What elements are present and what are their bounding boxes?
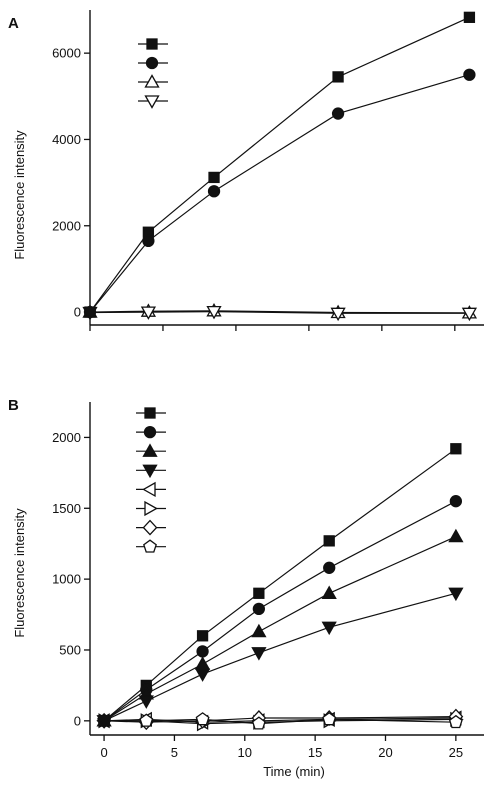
- panel-a-series-2-line: [89, 74, 470, 313]
- panel-b-series-1-point: [450, 443, 462, 455]
- panel-b-series-1-point: [196, 630, 209, 642]
- panel-b-series-1-point: [253, 587, 265, 599]
- panel-a-legend-marker-2: [145, 56, 159, 70]
- panel-b-series-3-line: [103, 536, 457, 722]
- panel-b-series-4-point: [194, 668, 211, 682]
- panel-b-legend-marker-7: [142, 519, 158, 536]
- panel-a-series-1-point: [463, 11, 476, 23]
- panel-b-series-3-point: [321, 585, 337, 599]
- panel-a-y-tick-label: 6000: [52, 46, 81, 61]
- panel-a-y-axis-title: Fluorescence intensity: [12, 130, 27, 260]
- panel-b-series-8-point: [139, 713, 154, 727]
- panel-a-series-4-point: [461, 307, 478, 322]
- panel-b-series-2-point: [252, 602, 266, 616]
- panel-b-x-axis-title: Time (min): [263, 764, 325, 779]
- panel-b-x-tick-label: 0: [100, 745, 107, 760]
- panel-a-series-1-point: [332, 71, 344, 83]
- panel-a-series-1-point: [208, 171, 220, 184]
- panel-a-legend-marker-1: [146, 38, 158, 50]
- panel-a-y-tick-label: 0: [74, 305, 81, 320]
- panel-b-series-3-point: [448, 528, 464, 543]
- panel-b-y-axis-title: Fluorescence intensity: [12, 508, 27, 638]
- panel-b-series-2-point: [323, 561, 336, 574]
- panel-b-legend-marker-2: [143, 425, 157, 439]
- panel-a-y-tick-label: 2000: [52, 218, 81, 233]
- panel-a-series-2-point: [142, 234, 155, 248]
- panel-b-series-2-point: [449, 495, 463, 508]
- panel-b-series-2-point: [196, 645, 209, 658]
- panel-b-legend-marker-4: [142, 464, 158, 479]
- panel-b-series-3-point: [251, 623, 267, 638]
- panel-b-x-tick-label: 5: [171, 745, 178, 760]
- panel-b-series-8-point: [448, 714, 463, 729]
- panel-b-y-tick-label: 1500: [52, 501, 81, 516]
- panel-b-x-tick-label: 15: [308, 745, 322, 760]
- panel-b-series-1-line: [103, 448, 457, 722]
- panel-a-series-4-point: [140, 306, 157, 320]
- panel-b-legend-marker-3: [142, 443, 158, 457]
- panel-b-series-4-point: [96, 715, 112, 729]
- panel-a-series-4-point: [206, 305, 222, 320]
- panel-a-series-2-point: [331, 107, 345, 120]
- panel-b-x-tick-label: 25: [449, 745, 463, 760]
- panel-b-x-tick-label: 20: [378, 745, 392, 760]
- panel-b-series-4-point: [448, 587, 464, 602]
- panel-b-legend-marker-5: [142, 481, 156, 498]
- panel-b-y-tick-label: 2000: [52, 430, 81, 445]
- panel-b-legend-marker-6: [144, 500, 158, 517]
- panel-b-series-2-line: [103, 500, 457, 722]
- panel-b-series-4-point: [138, 695, 154, 709]
- panel-a-series-4-point: [330, 307, 346, 322]
- panel-b-series-3-point: [194, 656, 211, 670]
- panel-b-series-8-point: [195, 712, 210, 726]
- panel-a-series-2-point: [207, 185, 221, 198]
- panel-b-legend-marker-1: [144, 407, 156, 419]
- panel-b-y-tick-label: 1000: [52, 572, 81, 587]
- panel-b-letter: B: [8, 397, 19, 414]
- panel-a-y-tick-label: 4000: [52, 132, 81, 147]
- panel-b-y-tick-label: 500: [59, 642, 81, 657]
- panel-a-chart: A Fluorescence intensity 0 2000 4000 6000: [8, 10, 484, 331]
- panel-b-series-8-point: [322, 712, 337, 726]
- panel-b-series-8-line: [104, 718, 456, 725]
- panel-a-series-2-point: [463, 68, 476, 81]
- panel-b-series-4-line: [103, 592, 457, 722]
- panel-a-legend-marker-3: [144, 74, 160, 88]
- panel-b-series-1-point: [323, 535, 335, 547]
- panel-b-legend-marker-8: [143, 539, 157, 553]
- panel-b-series-4-point: [251, 647, 267, 661]
- panel-b-y-tick-label: 0: [74, 713, 81, 728]
- panel-b-series-8-point: [251, 716, 266, 730]
- panel-b-chart: B Fluorescence intensity Time (min) 0 500…: [8, 397, 484, 779]
- panel-a-series-2-point: [83, 305, 97, 319]
- panel-a-letter: A: [8, 15, 19, 32]
- panel-b-series-4-point: [321, 621, 337, 636]
- panel-b-x-tick-label: 10: [238, 745, 252, 760]
- panel-a-legend-marker-4: [144, 95, 160, 109]
